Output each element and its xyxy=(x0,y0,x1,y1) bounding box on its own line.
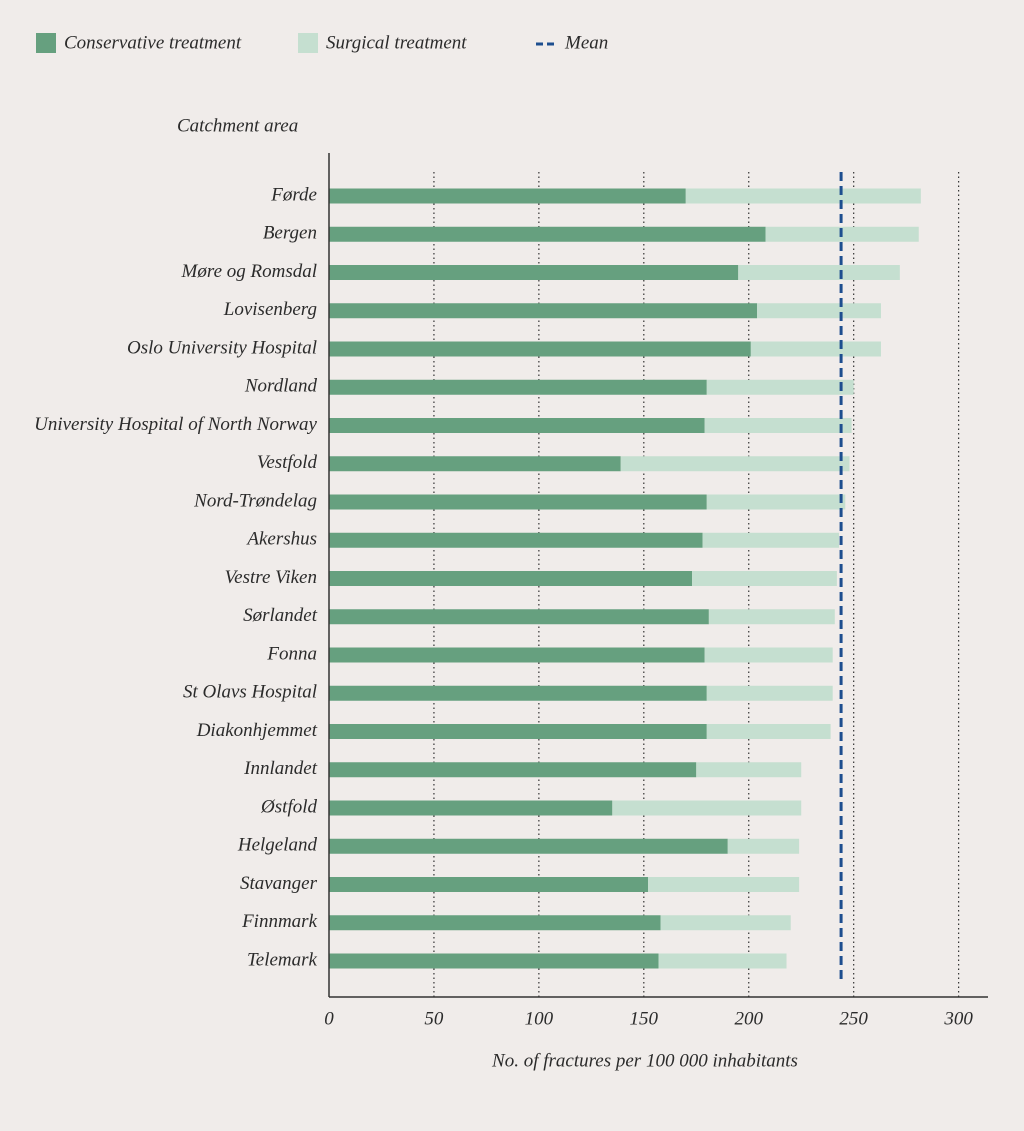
bar-segment xyxy=(658,953,787,969)
y-tick-label: Sørlandet xyxy=(243,605,318,626)
y-tick-label: Helgeland xyxy=(237,835,318,856)
y-tick-label: Akershus xyxy=(245,529,317,550)
y-tick-label: Telemark xyxy=(247,949,318,970)
bar-segment xyxy=(329,571,693,586)
legend-swatch xyxy=(298,33,318,53)
y-tick-label: Stavanger xyxy=(240,873,318,894)
y-tick-label: Oslo University Hospital xyxy=(127,337,317,358)
bar-segment xyxy=(727,838,800,854)
bar-segment xyxy=(329,265,739,280)
bar-segment xyxy=(696,762,802,778)
bar-segment xyxy=(706,379,854,395)
y-tick-label: Møre og Romsdal xyxy=(181,261,317,282)
bar-segment xyxy=(660,915,791,931)
bar-segment xyxy=(329,226,766,242)
bar-segment xyxy=(329,494,707,510)
y-tick-label: Nordland xyxy=(244,376,318,397)
bar-segment xyxy=(329,379,707,395)
bar-segment xyxy=(692,571,837,586)
bar-segment xyxy=(329,762,697,778)
bar-segment xyxy=(648,877,800,892)
x-tick-label: 100 xyxy=(525,1008,554,1029)
x-axis-title: No. of fractures per 100 000 inhabitants xyxy=(491,1050,798,1071)
bar-segment xyxy=(708,609,835,625)
bar-segment xyxy=(329,953,659,969)
y-tick-label: University Hospital of North Norway xyxy=(34,414,317,435)
y-tick-label: Østfold xyxy=(260,796,317,817)
x-tick-label: 0 xyxy=(324,1008,334,1029)
y-tick-label: Diakonhjemmet xyxy=(196,720,318,741)
bar-segment xyxy=(329,303,758,319)
bar-segment xyxy=(329,877,649,892)
y-tick-label: Vestre Viken xyxy=(225,567,317,588)
y-tick-label: Bergen xyxy=(263,223,317,244)
x-tick-label: 50 xyxy=(424,1008,444,1029)
bar-segment xyxy=(329,724,707,739)
bar-segment xyxy=(329,915,661,931)
legend-swatch xyxy=(36,33,56,53)
bar-segment xyxy=(329,647,705,663)
bar-segment xyxy=(757,303,881,319)
x-tick-label: 250 xyxy=(839,1008,868,1029)
bar-segment xyxy=(738,265,900,280)
bar-segment xyxy=(706,494,846,510)
bar-segment xyxy=(329,609,709,625)
y-tick-label: St Olavs Hospital xyxy=(183,682,317,703)
y-tick-label: Fonna xyxy=(266,643,317,664)
bar-segment xyxy=(329,685,707,701)
y-tick-label: Finnmark xyxy=(241,911,318,932)
x-tick-label: 150 xyxy=(630,1008,659,1029)
legend-label: Conservative treatment xyxy=(64,32,242,53)
bar-segment xyxy=(612,800,802,816)
y-tick-label: Innlandet xyxy=(243,758,318,779)
bar-segment xyxy=(704,418,852,433)
bar-segment xyxy=(702,532,839,548)
y-axis-title: Catchment area xyxy=(177,115,298,136)
bar-segment xyxy=(704,647,833,663)
bar-segment xyxy=(706,724,831,739)
bar-segment xyxy=(329,418,705,433)
legend-label: Surgical treatment xyxy=(326,32,467,53)
bar-segment xyxy=(706,685,833,701)
bar-segment xyxy=(750,341,881,357)
bar-segment xyxy=(329,456,621,472)
bar-segment xyxy=(329,532,703,548)
y-tick-label: Lovisenberg xyxy=(223,299,317,320)
bar-segment xyxy=(329,800,613,816)
legend-label: Mean xyxy=(564,32,608,53)
y-tick-label: Førde xyxy=(270,184,317,205)
bar-segment xyxy=(685,188,921,204)
bar-segment xyxy=(329,341,751,357)
x-tick-label: 300 xyxy=(943,1008,973,1029)
x-tick-label: 200 xyxy=(734,1008,763,1029)
y-tick-label: Vestfold xyxy=(257,452,318,473)
bar-segment xyxy=(329,838,728,854)
y-tick-label: Nord-Trøndelag xyxy=(193,490,317,511)
bar-segment xyxy=(329,188,686,204)
bar-segment xyxy=(620,456,850,472)
